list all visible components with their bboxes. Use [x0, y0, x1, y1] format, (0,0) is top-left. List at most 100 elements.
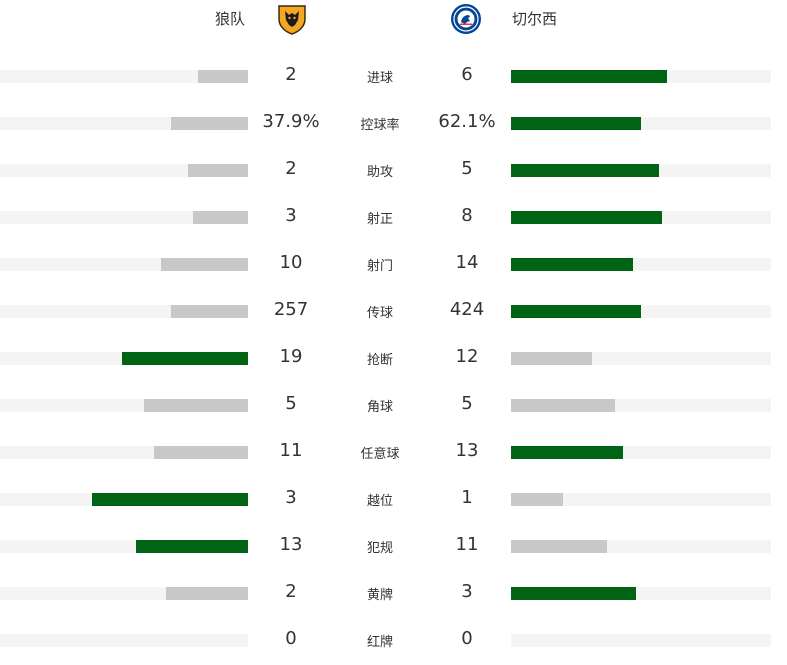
stat-row: 2 助攻 5	[0, 144, 787, 191]
home-value: 11	[279, 440, 303, 461]
stat-row: 37.9% 控球率 62.1%	[0, 97, 787, 144]
home-bar-track	[0, 446, 248, 459]
home-bar	[166, 587, 248, 600]
away-value: 1	[461, 487, 473, 508]
away-value: 5	[461, 158, 473, 179]
stat-row: 10 射门 14	[0, 238, 787, 285]
stat-label: 助攻	[366, 165, 393, 180]
away-bar-track	[511, 305, 771, 318]
chelsea-crest-icon[interactable]	[450, 3, 482, 35]
home-value: 0	[285, 628, 297, 649]
home-bar	[161, 258, 248, 271]
away-value: 424	[449, 299, 485, 320]
home-bar	[188, 164, 248, 177]
away-bar-track	[511, 587, 771, 600]
home-value: 2	[285, 581, 297, 602]
stat-label: 犯规	[366, 541, 393, 556]
away-value: 5	[461, 393, 473, 414]
away-bar-track	[511, 164, 771, 177]
away-bar-track	[511, 493, 771, 506]
stat-row: 3 越位 1	[0, 473, 787, 520]
home-value: 257	[273, 299, 309, 320]
wolves-crest-icon[interactable]	[276, 3, 308, 35]
stat-row: 2 进球 6	[0, 50, 787, 97]
away-bar-track	[511, 70, 771, 83]
stat-row: 257 传球 424	[0, 285, 787, 332]
away-value: 6	[461, 64, 473, 85]
home-bar-track	[0, 164, 248, 177]
stat-label: 控球率	[360, 118, 400, 133]
home-bar	[92, 493, 248, 506]
away-bar	[511, 399, 615, 412]
stat-label: 射门	[366, 259, 393, 274]
home-bar	[193, 211, 248, 224]
stat-row: 2 黄牌 3	[0, 567, 787, 614]
home-bar-track	[0, 211, 248, 224]
stat-row: 5 角球 5	[0, 379, 787, 426]
stat-label: 红牌	[366, 635, 393, 650]
away-value: 12	[455, 346, 479, 367]
stat-row: 13 犯规 11	[0, 520, 787, 567]
away-bar	[511, 117, 641, 130]
home-bar-track	[0, 117, 248, 130]
home-value: 3	[285, 487, 297, 508]
home-team-name[interactable]: 狼队	[214, 10, 245, 28]
home-bar-track	[0, 399, 248, 412]
home-value: 5	[285, 393, 297, 414]
stat-row: 11 任意球 13	[0, 426, 787, 473]
home-bar	[144, 399, 248, 412]
home-value: 2	[285, 64, 297, 85]
away-bar-track	[511, 211, 771, 224]
away-bar	[511, 540, 607, 553]
stat-label: 射正	[366, 212, 393, 227]
home-bar	[171, 305, 248, 318]
home-bar	[122, 352, 248, 365]
stat-row: 3 射正 8	[0, 191, 787, 238]
away-bar-track	[511, 399, 771, 412]
home-bar-track	[0, 352, 248, 365]
home-value: 10	[279, 252, 303, 273]
away-bar-track	[511, 258, 771, 271]
away-bar-track	[511, 352, 771, 365]
home-bar	[154, 446, 248, 459]
stat-label: 越位	[366, 494, 393, 509]
away-bar	[511, 211, 662, 224]
away-bar	[511, 493, 563, 506]
away-bar	[511, 446, 623, 459]
home-value: 19	[279, 346, 303, 367]
away-team-name[interactable]: 切尔西	[512, 10, 558, 28]
stat-row: 19 抢断 12	[0, 332, 787, 379]
away-bar-track	[511, 634, 771, 647]
away-bar	[511, 352, 592, 365]
home-value: 13	[279, 534, 303, 555]
away-value: 62.1%	[438, 111, 496, 132]
home-bar-track	[0, 493, 248, 506]
away-value: 13	[455, 440, 479, 461]
away-value: 14	[455, 252, 479, 273]
match-header: 狼队 切尔西	[0, 0, 787, 40]
away-bar	[511, 258, 633, 271]
away-value: 3	[461, 581, 473, 602]
home-bar-track	[0, 258, 248, 271]
away-bar	[511, 305, 641, 318]
away-value: 11	[455, 534, 479, 555]
home-bar	[198, 70, 248, 83]
home-value: 37.9%	[262, 111, 320, 132]
home-bar-track	[0, 70, 248, 83]
home-bar-track	[0, 305, 248, 318]
away-bar-track	[511, 540, 771, 553]
away-bar-track	[511, 446, 771, 459]
home-bar-track	[0, 587, 248, 600]
away-value: 0	[461, 628, 473, 649]
stat-row: 0 红牌 0	[0, 614, 787, 661]
away-bar-track	[511, 117, 771, 130]
stat-label: 抢断	[366, 353, 393, 368]
stat-label: 任意球	[360, 447, 400, 462]
stat-label: 进球	[366, 71, 393, 86]
home-value: 2	[285, 158, 297, 179]
away-value: 8	[461, 205, 473, 226]
home-bar-track	[0, 634, 248, 647]
home-bar-track	[0, 540, 248, 553]
home-bar	[136, 540, 248, 553]
home-bar	[171, 117, 248, 130]
